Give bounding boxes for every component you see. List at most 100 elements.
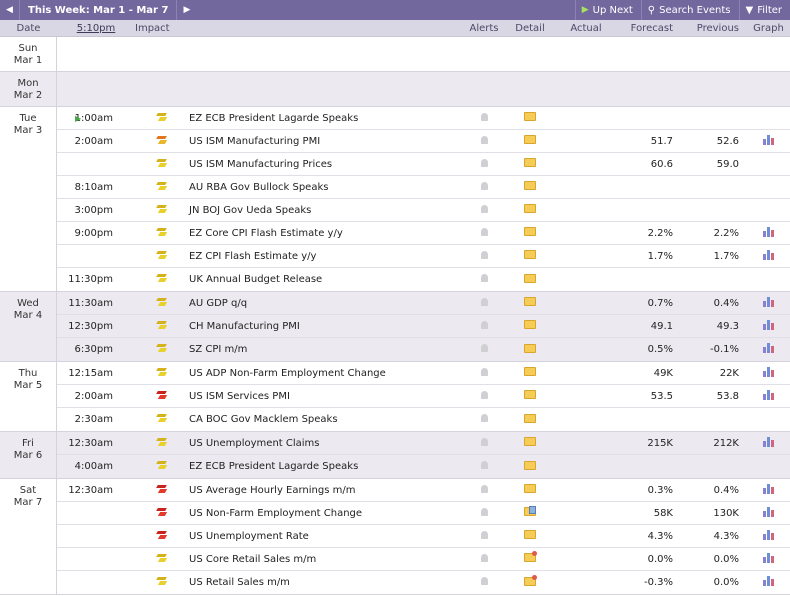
bell-icon[interactable] [480,414,488,422]
folder-icon[interactable] [524,181,536,190]
bell-icon[interactable] [480,530,488,539]
up-next-button[interactable]: ▶ Up Next [574,0,641,20]
bar-chart-icon[interactable] [763,436,774,447]
folder-icon[interactable] [524,413,536,423]
event-row[interactable]: 3:00pm JN BOJ Gov Ueda Speaks [57,199,790,222]
impact-low-icon[interactable] [156,437,168,447]
folder-icon[interactable] [524,135,536,144]
event-name[interactable]: US ISM Services PMI [189,390,290,402]
bar-chart-icon[interactable] [763,576,774,586]
event-name[interactable]: US Non-Farm Employment Change [189,507,363,519]
folder-icon[interactable] [524,460,536,470]
folder-icon[interactable] [524,484,536,493]
bell-icon[interactable] [480,274,488,282]
impact-low-icon[interactable] [156,227,168,237]
bar-chart-icon[interactable] [763,483,774,494]
event-name[interactable]: JN BOJ Gov Ueda Speaks [189,204,312,216]
folder-icon[interactable] [524,227,536,236]
folder-icon[interactable] [524,273,536,283]
event-row[interactable]: 12:15am US ADP Non-Farm Employment Change… [57,362,790,385]
bar-chart-icon[interactable] [763,506,774,517]
bell-icon[interactable] [480,112,488,121]
event-row[interactable]: 2:00am US ISM Services PMI 53.5 53.8 [57,385,790,408]
event-name[interactable]: US Unemployment Rate [189,530,309,542]
bar-chart-icon[interactable] [763,296,774,307]
folder-icon[interactable] [524,250,536,259]
impact-low-icon[interactable] [156,273,168,283]
folder-icon[interactable] [524,551,537,562]
event-row[interactable]: 12:30am US Unemployment Claims 215K 212K [57,432,790,455]
event-name[interactable]: CH Manufacturing PMI [189,320,300,332]
folder-icon[interactable] [524,574,537,586]
folder-icon[interactable] [524,297,536,306]
event-row[interactable]: 6:30pm SZ CPI m/m 0.5% -0.1% [57,338,790,361]
event-name[interactable]: US ISM Manufacturing Prices [189,158,333,170]
folder-icon[interactable] [524,343,536,353]
folder-icon[interactable] [524,112,536,121]
folder-icon[interactable] [524,437,536,446]
bell-icon[interactable] [480,181,488,190]
impact-low-icon[interactable] [156,343,168,353]
impact-low-icon[interactable] [156,413,168,423]
impact-low-icon[interactable] [156,576,168,586]
event-row[interactable]: 8:10am AU RBA Gov Bullock Speaks [57,176,790,199]
impact-high-icon[interactable] [156,484,168,494]
bar-chart-icon[interactable] [763,249,774,260]
event-row[interactable]: 12:30am US Average Hourly Earnings m/m 0.3… [57,479,790,502]
bar-chart-icon[interactable] [763,319,774,330]
impact-low-icon[interactable] [156,320,168,330]
folder-icon[interactable] [524,320,536,329]
impact-low-icon[interactable] [156,158,168,168]
event-row[interactable]: EZ CPI Flash Estimate y/y 1.7% 1.7% [57,245,790,268]
bell-icon[interactable] [480,437,488,446]
impact-low-icon[interactable] [156,460,168,470]
event-row[interactable]: US Unemployment Rate 4.3% 4.3% [57,525,790,548]
event-name[interactable]: EZ ECB President Lagarde Speaks [189,461,359,472]
event-name[interactable]: US Core Retail Sales m/m [189,553,317,565]
event-name[interactable]: UK Annual Budget Release [189,274,323,285]
event-row[interactable]: 11:30am AU GDP q/q 0.7% 0.4% [57,292,790,315]
bell-icon[interactable] [480,553,488,562]
bell-icon[interactable] [480,577,488,585]
bell-icon[interactable] [480,320,488,329]
impact-low-icon[interactable] [156,367,168,377]
bell-icon[interactable] [480,250,488,259]
event-row[interactable]: US Core Retail Sales m/m 0.0% 0.0% [57,548,790,571]
event-name[interactable]: SZ CPI m/m [189,344,248,355]
impact-high-icon[interactable] [156,507,168,517]
impact-low-icon[interactable] [156,181,168,191]
bar-chart-icon[interactable] [763,552,774,563]
event-name[interactable]: US Average Hourly Earnings m/m [189,484,356,496]
event-name[interactable]: EZ ECB President Lagarde Speaks [189,112,359,124]
bell-icon[interactable] [480,367,488,376]
bar-chart-icon[interactable] [763,226,774,237]
impact-low-icon[interactable] [156,204,168,214]
event-name[interactable]: US ADP Non-Farm Employment Change [189,367,386,379]
bell-icon[interactable] [480,204,488,213]
impact-high-icon[interactable] [156,390,168,400]
event-row[interactable]: 11:30pm UK Annual Budget Release [57,268,790,291]
impact-low-icon[interactable] [156,297,168,307]
col-time-current[interactable]: 5:10pm [76,22,116,34]
impact-medium-icon[interactable] [156,135,168,145]
bell-icon[interactable] [480,135,488,144]
bell-icon[interactable] [480,507,488,516]
event-row[interactable]: US Retail Sales m/m -0.3% 0.0% [57,571,790,594]
event-name[interactable]: US Unemployment Claims [189,437,320,449]
event-row[interactable]: ▶ 1:00am EZ ECB President Lagarde Speaks [57,107,790,130]
event-name[interactable]: AU RBA Gov Bullock Speaks [189,181,329,193]
impact-low-icon[interactable] [156,250,168,260]
folder-icon[interactable] [524,530,536,539]
folder-icon[interactable] [524,204,536,213]
event-name[interactable]: US Retail Sales m/m [189,577,290,588]
folder-icon[interactable] [524,390,536,399]
event-name[interactable]: EZ Core CPI Flash Estimate y/y [189,227,343,239]
impact-high-icon[interactable] [156,530,168,540]
bar-chart-icon[interactable] [763,134,774,145]
event-row[interactable]: 2:30am CA BOC Gov Macklem Speaks [57,408,790,431]
bell-icon[interactable] [480,227,488,236]
bar-chart-icon[interactable] [763,389,774,400]
event-row[interactable]: 9:00pm EZ Core CPI Flash Estimate y/y 2.2%… [57,222,790,245]
event-row[interactable]: 12:30pm CH Manufacturing PMI 49.1 49.3 [57,315,790,338]
event-row[interactable]: US Non-Farm Employment Change 58K 130K [57,502,790,525]
